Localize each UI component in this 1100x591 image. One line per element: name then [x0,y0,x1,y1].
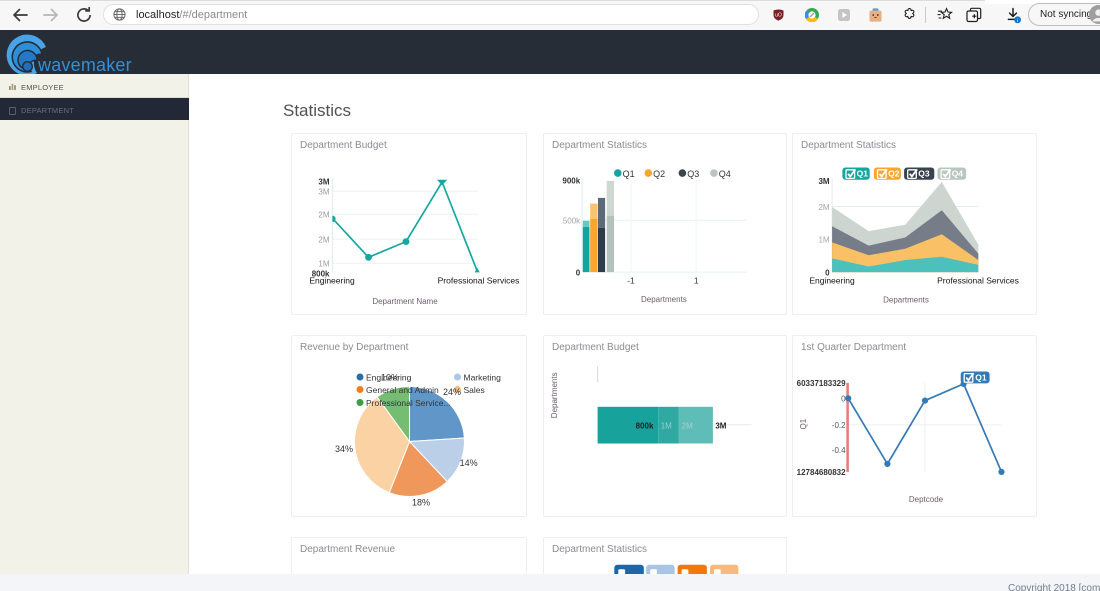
svg-text:Q4: Q4 [952,168,964,178]
svg-text:Departments: Departments [641,295,687,304]
svg-text:14%: 14% [460,458,478,468]
svg-text:1: 1 [694,276,699,286]
svg-text:2M: 2M [318,235,329,244]
svg-text:Q1: Q1 [799,418,808,429]
svg-text:34%: 34% [335,444,353,454]
svg-text:18%: 18% [412,498,430,508]
svg-text:0: 0 [841,395,846,404]
svg-text:800k: 800k [312,270,330,279]
svg-text:General and Admin: General and Admin [366,385,439,395]
svg-text:Departments: Departments [550,372,559,418]
svg-text:1M: 1M [818,235,829,244]
svg-text:Q2: Q2 [653,169,665,179]
svg-text:2M: 2M [318,211,329,220]
svg-text:Professional Services: Professional Services [438,276,520,286]
svg-text:Q3: Q3 [687,169,699,179]
svg-text:24%: 24% [443,387,461,397]
svg-text:0: 0 [576,268,581,277]
svg-text:Engineering: Engineering [309,276,355,286]
svg-text:Department Name: Department Name [372,297,438,306]
svg-text:0: 0 [825,268,830,277]
svg-text:Engineering: Engineering [809,276,855,286]
svg-text:Marketing: Marketing [464,373,502,383]
svg-text:500k: 500k [563,217,581,226]
svg-text:Professional Services: Professional Services [937,276,1019,286]
svg-text:Q3: Q3 [918,168,930,178]
svg-text:3M: 3M [715,421,726,430]
svg-text:-0.4: -0.4 [832,446,846,455]
svg-text:Q1: Q1 [857,168,869,178]
svg-text:3M: 3M [818,177,829,186]
svg-text:-0.2: -0.2 [832,421,846,430]
svg-text:Q2: Q2 [888,168,900,178]
svg-text:-1: -1 [627,276,635,286]
svg-text:Q1: Q1 [975,372,987,382]
svg-text:60337183329: 60337183329 [797,379,846,388]
svg-text:Q1: Q1 [623,169,635,179]
svg-text:2M: 2M [818,203,829,212]
svg-text:1M: 1M [318,260,329,269]
svg-text:12784680832: 12784680832 [797,468,846,477]
svg-text:900k: 900k [562,177,580,186]
svg-text:i: i [1017,18,1019,24]
svg-text:Sales: Sales [464,385,485,395]
svg-text:10%: 10% [381,373,399,383]
svg-text:2M: 2M [682,421,693,430]
svg-text:Professional Service...: Professional Service... [366,398,451,408]
svg-text:Departments: Departments [883,296,929,305]
svg-text:800k: 800k [636,421,654,430]
svg-text:uO: uO [775,13,782,19]
svg-text:3M: 3M [318,178,329,187]
svg-text:Q4: Q4 [719,169,731,179]
svg-text:Engineering: Engineering [366,373,412,383]
svg-text:1M: 1M [661,421,672,430]
svg-text:3M: 3M [318,188,329,197]
svg-text:Deptcode: Deptcode [909,495,944,504]
